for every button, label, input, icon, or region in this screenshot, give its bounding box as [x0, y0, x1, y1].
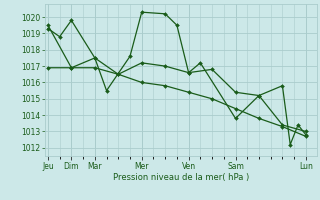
X-axis label: Pression niveau de la mer( hPa ): Pression niveau de la mer( hPa ): [113, 173, 249, 182]
